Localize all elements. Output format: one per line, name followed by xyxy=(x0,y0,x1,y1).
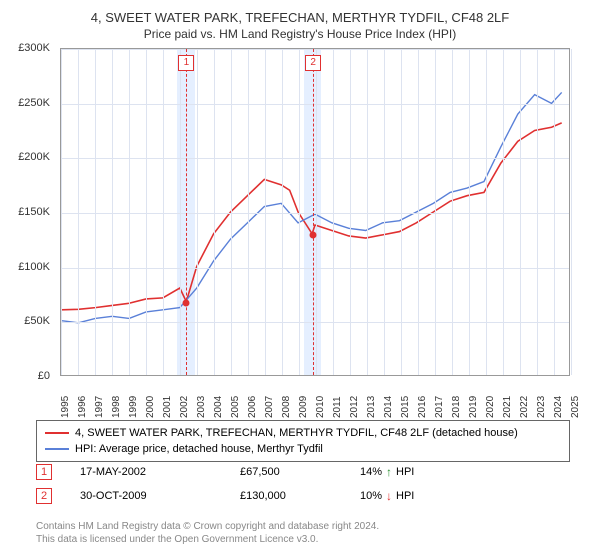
x-tick-label: 2005 xyxy=(230,396,241,418)
x-tick-label: 2010 xyxy=(315,396,326,418)
x-tick-label: 2020 xyxy=(485,396,496,418)
legend-item: 4, SWEET WATER PARK, TREFECHAN, MERTHYR … xyxy=(45,425,561,441)
legend: 4, SWEET WATER PARK, TREFECHAN, MERTHYR … xyxy=(36,420,570,462)
x-tick-label: 2002 xyxy=(179,396,190,418)
sale-hpi-delta: 10%↓HPI xyxy=(360,489,414,503)
x-tick-label: 2016 xyxy=(417,396,428,418)
x-tick-label: 2004 xyxy=(213,396,224,418)
x-tick-label: 1999 xyxy=(128,396,139,418)
sale-row: 2 30-OCT-2009£130,00010%↓HPI xyxy=(36,486,570,506)
x-tick-label: 2012 xyxy=(349,396,360,418)
x-tick-label: 2003 xyxy=(196,396,207,418)
sale-date: 30-OCT-2009 xyxy=(80,490,240,502)
x-tick-label: 2018 xyxy=(451,396,462,418)
sale-point xyxy=(310,231,317,238)
sale-number: 1 xyxy=(36,464,52,480)
x-tick-label: 2019 xyxy=(468,396,479,418)
x-tick-label: 2007 xyxy=(264,396,275,418)
x-tick-label: 1995 xyxy=(60,396,71,418)
y-axis: £0£50K£100K£150K£200K£250K£300K xyxy=(0,48,56,376)
footer-attribution: Contains HM Land Registry data © Crown c… xyxy=(36,520,570,546)
x-tick-label: 2022 xyxy=(519,396,530,418)
y-tick-label: £50K xyxy=(24,315,50,327)
x-axis: 1995 1996 1997 1998 1999 2000 2001 2002 2003 2004… xyxy=(60,376,570,416)
x-tick-label: 1998 xyxy=(111,396,122,418)
footer-line: Contains HM Land Registry data © Crown c… xyxy=(36,520,570,533)
legend-label: 4, SWEET WATER PARK, TREFECHAN, MERTHYR … xyxy=(75,427,518,439)
sale-marker-line xyxy=(313,49,314,375)
x-tick-label: 2014 xyxy=(383,396,394,418)
x-tick-label: 1997 xyxy=(94,396,105,418)
x-tick-label: 1996 xyxy=(77,396,88,418)
legend-item: HPI: Average price, detached house, Mert… xyxy=(45,441,561,457)
sale-price: £67,500 xyxy=(240,466,360,478)
sale-date: 17-MAY-2002 xyxy=(80,466,240,478)
x-tick-label: 2023 xyxy=(536,396,547,418)
x-tick-label: 2015 xyxy=(400,396,411,418)
x-tick-label: 2021 xyxy=(502,396,513,418)
x-tick-label: 2024 xyxy=(553,396,564,418)
y-tick-label: £250K xyxy=(18,97,50,109)
y-tick-label: £200K xyxy=(18,151,50,163)
chart-subtitle: Price paid vs. HM Land Registry's House … xyxy=(0,27,600,41)
chart-title: 4, SWEET WATER PARK, TREFECHAN, MERTHYR … xyxy=(0,10,600,25)
x-tick-label: 2017 xyxy=(434,396,445,418)
sale-marker-label: 2 xyxy=(305,55,321,71)
sale-number: 2 xyxy=(36,488,52,504)
legend-label: HPI: Average price, detached house, Mert… xyxy=(75,443,323,455)
y-tick-label: £0 xyxy=(38,370,50,382)
x-tick-label: 2001 xyxy=(162,396,173,418)
trend-arrow-icon: ↓ xyxy=(386,489,392,503)
x-tick-label: 2008 xyxy=(281,396,292,418)
sale-price: £130,000 xyxy=(240,490,360,502)
y-tick-label: £100K xyxy=(18,261,50,273)
footer-line: This data is licensed under the Open Gov… xyxy=(36,533,570,546)
x-tick-label: 2009 xyxy=(298,396,309,418)
x-tick-label: 2000 xyxy=(145,396,156,418)
legend-swatch xyxy=(45,448,69,450)
sale-point xyxy=(183,300,190,307)
y-tick-label: £300K xyxy=(18,42,50,54)
line-plot xyxy=(61,49,569,375)
sales-table: 1 17-MAY-2002£67,50014%↑HPI 2 30-OCT-2009£1… xyxy=(36,462,570,510)
sale-marker-line xyxy=(186,49,187,375)
x-tick-label: 2013 xyxy=(366,396,377,418)
x-tick-label: 2011 xyxy=(332,396,343,418)
legend-swatch xyxy=(45,432,69,434)
sale-row: 1 17-MAY-2002£67,50014%↑HPI xyxy=(36,462,570,482)
trend-arrow-icon: ↑ xyxy=(386,465,392,479)
y-tick-label: £150K xyxy=(18,206,50,218)
chart-area: 12 xyxy=(60,48,570,376)
sale-hpi-delta: 14%↑HPI xyxy=(360,465,414,479)
x-tick-label: 2025 xyxy=(570,396,581,418)
sale-marker-label: 1 xyxy=(178,55,194,71)
x-tick-label: 2006 xyxy=(247,396,258,418)
